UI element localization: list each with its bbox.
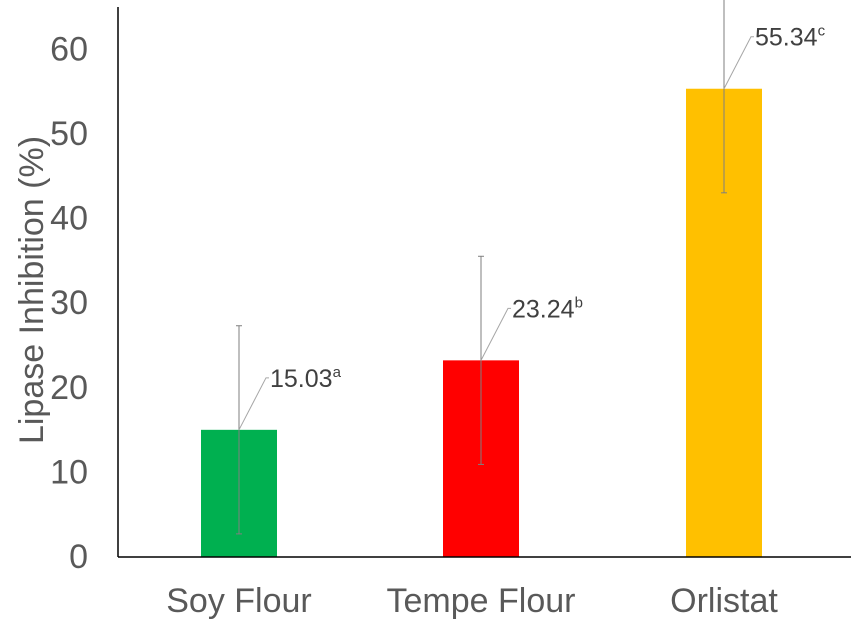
- leader-line: [723, 36, 754, 89]
- leader-line: [238, 377, 269, 431]
- data-labels: 15.03a 23.24b 55.34c: [270, 23, 826, 393]
- y-tick-label: 10: [50, 453, 88, 491]
- leader-lines: [238, 36, 754, 431]
- y-tick-label: 20: [50, 369, 88, 407]
- y-tick-label: 0: [69, 538, 88, 576]
- data-label: 23.24b: [512, 294, 583, 323]
- category-label: Orlistat: [670, 582, 778, 620]
- category-label: Soy Flour: [166, 582, 312, 620]
- data-label: 55.34c: [755, 23, 826, 52]
- category-label: Tempe Flour: [387, 582, 576, 620]
- y-tick-label: 40: [50, 200, 88, 238]
- leader-line: [480, 307, 511, 361]
- y-tick-label: 50: [50, 115, 88, 153]
- y-axis-title: Lipase Inhibition (%): [13, 136, 51, 444]
- y-tick-label: 60: [50, 30, 88, 68]
- data-label: 15.03a: [270, 364, 342, 393]
- y-tick-label: 30: [50, 284, 88, 322]
- category-labels: Soy Flour Tempe Flour Orlistat: [166, 582, 778, 620]
- error-bars: [236, 0, 727, 535]
- y-axis-ticks: 0 10 20 30 40 50 60: [50, 30, 88, 576]
